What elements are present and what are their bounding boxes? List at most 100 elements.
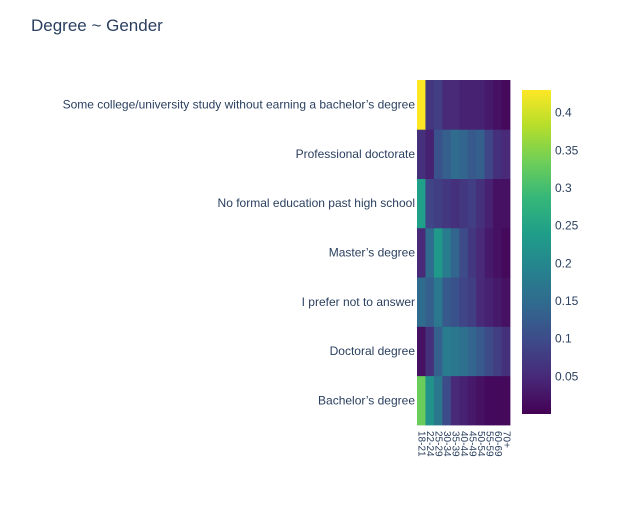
heatmap-cell	[417, 129, 426, 179]
colorbar-tick-label: 0.3	[555, 181, 572, 195]
heatmap-cell	[442, 129, 452, 179]
x-tick-label: 25-29	[433, 431, 444, 457]
heatmap-cell	[425, 375, 435, 426]
heatmap-cell	[417, 375, 426, 426]
heatmap-cell	[433, 227, 443, 278]
heatmap-cell	[425, 178, 435, 229]
heatmap-cell	[425, 326, 435, 377]
heatmap-cell	[476, 129, 486, 179]
y-tick-labels: Bachelor’s degree Doctoral degree I prefer…	[63, 98, 416, 408]
heatmap-cell	[476, 277, 486, 327]
heatmap-cell	[484, 326, 494, 377]
x-tick-label: 60-69	[492, 431, 503, 457]
heatmap-cell	[433, 80, 443, 130]
heatmap-cell	[417, 178, 426, 229]
heatmap-cell	[425, 80, 435, 130]
heatmap-cell	[476, 375, 486, 426]
heatmap-cell	[467, 80, 477, 130]
heatmap-cell	[476, 178, 486, 229]
colorbar-tick-label: 0.2	[555, 256, 572, 270]
x-tick-label: 70+	[500, 431, 511, 448]
y-tick-label: Bachelor’s degree	[318, 393, 415, 407]
heatmap-cell	[484, 375, 494, 426]
heatmap-cell	[417, 227, 426, 278]
heatmap-cell	[493, 227, 502, 278]
x-tick-label: 50-54	[475, 431, 486, 457]
heatmap-cell	[476, 227, 486, 278]
heatmap-cell	[417, 326, 426, 377]
heatmap-cell	[501, 227, 511, 278]
y-tick-label: Master’s degree	[329, 246, 416, 260]
heatmap-cell	[467, 326, 477, 377]
heatmap-cell	[459, 80, 469, 130]
heatmap-cell	[433, 326, 443, 377]
chart-title: Degree ~ Gender	[31, 16, 163, 35]
colorbar	[522, 90, 551, 414]
x-tick-labels: 18-2122-2425-2930-3435-3940-4445-4950-54…	[416, 431, 512, 457]
heatmap-cell	[501, 178, 511, 229]
heatmap-cell	[459, 326, 469, 377]
heatmap-cell	[501, 277, 511, 327]
x-tick-label: 55-59	[483, 431, 494, 457]
heatmap-cell	[442, 227, 452, 278]
heatmap-cell	[425, 277, 435, 327]
heatmap-cell	[484, 227, 494, 278]
heatmap-cell	[467, 375, 477, 426]
colorbar-tick-label: 0.35	[555, 143, 579, 157]
y-tick-label: Professional doctorate	[296, 147, 416, 161]
heatmap-cell	[501, 375, 511, 426]
heatmap-cell	[484, 129, 494, 179]
y-tick-label: Some college/university study without ea…	[63, 98, 416, 112]
heatmap-cell	[484, 178, 494, 229]
heatmap-cell	[459, 277, 469, 327]
heatmap-cell	[467, 178, 477, 229]
x-tick-label: 35-39	[450, 431, 461, 457]
x-tick-label: 45-49	[466, 431, 477, 457]
colorbar-tick-labels: 0.05 0.1 0.15 0.2 0.25 0.3 0.35 0.4	[555, 106, 579, 384]
heatmap-cell	[484, 277, 494, 327]
x-tick-label: 30-34	[441, 431, 452, 457]
heatmap-cell	[417, 80, 426, 130]
heatmap-cell	[450, 375, 460, 426]
colorbar-tick-label: 0.05	[555, 369, 579, 383]
heatmap-cell	[501, 80, 511, 130]
x-tick-label: 22-24	[424, 431, 435, 457]
heatmap-cell	[417, 277, 426, 327]
heatmap-cells	[417, 80, 511, 426]
heatmap-cell	[433, 375, 443, 426]
heatmap-cell	[450, 227, 460, 278]
heatmap-cell	[501, 326, 511, 377]
heatmap-cell	[493, 80, 502, 130]
colorbar-tick-label: 0.4	[555, 106, 572, 120]
y-tick-label: No formal education past high school	[218, 196, 415, 210]
heatmap-cell	[459, 375, 469, 426]
x-tick-label: 40-44	[458, 431, 469, 457]
heatmap-cell	[459, 178, 469, 229]
heatmap-cell	[450, 129, 460, 179]
heatmap-cell	[433, 178, 443, 229]
y-tick-label: Doctoral degree	[330, 344, 416, 358]
heatmap-cell	[442, 277, 452, 327]
heatmap-cell	[493, 178, 502, 229]
heatmap-cell	[450, 178, 460, 229]
colorbar-tick-label: 0.1	[555, 332, 572, 346]
heatmap-cell	[442, 80, 452, 130]
heatmap-cell	[450, 80, 460, 130]
heatmap-cell	[459, 227, 469, 278]
heatmap-cell	[493, 277, 502, 327]
heatmap-cell	[484, 80, 494, 130]
heatmap-cell	[442, 178, 452, 229]
heatmap-cell	[433, 129, 443, 179]
heatmap-cell	[467, 129, 477, 179]
heatmap-cell	[493, 326, 502, 377]
colorbar-tick-label: 0.25	[555, 219, 579, 233]
heatmap-cell	[450, 326, 460, 377]
heatmap-cell	[425, 129, 435, 179]
heatmap-cell	[459, 129, 469, 179]
y-tick-label: I prefer not to answer	[302, 295, 415, 309]
heatmap-cell	[425, 227, 435, 278]
colorbar-tick-label: 0.15	[555, 294, 579, 308]
heatmap-cell	[493, 129, 502, 179]
heatmap-cell	[433, 277, 443, 327]
